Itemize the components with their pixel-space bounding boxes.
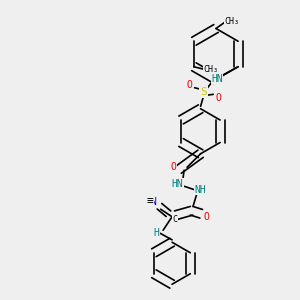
Text: O: O: [171, 162, 176, 172]
Text: O: O: [203, 212, 209, 222]
Text: ≡: ≡: [146, 196, 153, 206]
Text: N: N: [151, 197, 156, 207]
Text: CH₃: CH₃: [224, 16, 239, 26]
Text: H: H: [154, 228, 159, 238]
Text: HN: HN: [172, 179, 183, 189]
Text: S: S: [200, 87, 207, 97]
Text: NH: NH: [194, 185, 206, 195]
Text: CH₃: CH₃: [204, 65, 219, 74]
Text: HN: HN: [211, 74, 223, 84]
Text: C: C: [172, 215, 178, 224]
Text: O: O: [186, 80, 192, 90]
Text: O: O: [215, 93, 221, 103]
